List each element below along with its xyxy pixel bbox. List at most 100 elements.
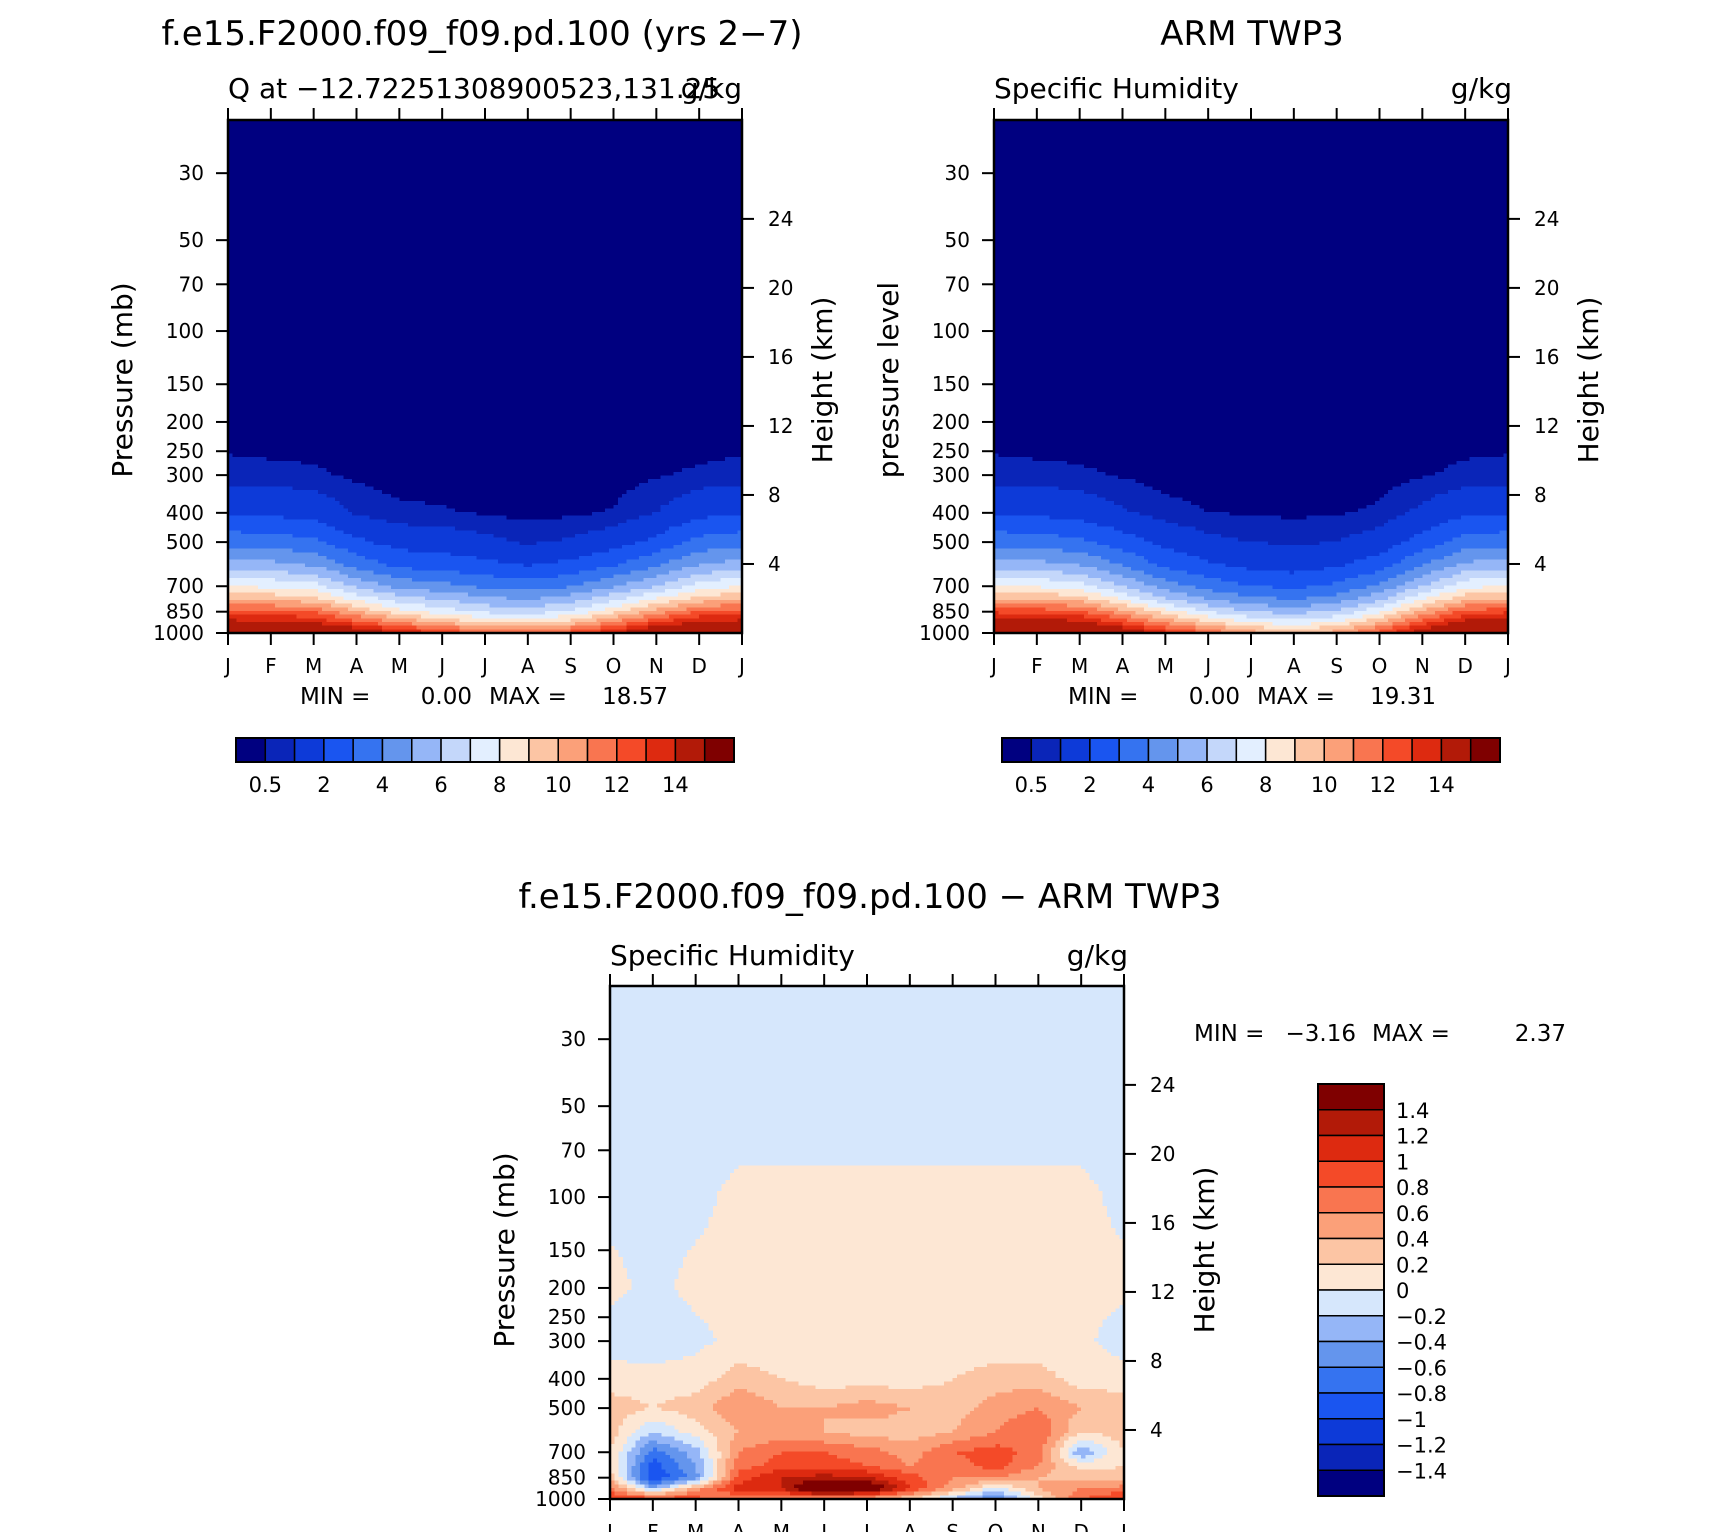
model-contour-cell [691,138,696,142]
model-contour-cell [579,135,584,139]
model-contour-cell [639,131,644,135]
model-contour-cell [549,124,554,128]
model-contour-cell [489,135,494,139]
model-contour-cell [584,138,589,142]
model-contour-cell [279,135,284,139]
model-contour-cell [618,127,623,131]
model-contour-cell [622,138,627,142]
model-contour-cell [472,131,477,135]
model-contour-cell [648,127,653,131]
model-contour-cell [434,138,439,142]
model-contour-cell [511,127,516,131]
model-contour-cell [395,135,400,139]
model-contour-cell [365,135,370,139]
model-contour-cell [446,127,451,131]
model-contour-cell [476,135,481,139]
model-contour-cell [464,135,469,139]
model-contour-cell [451,124,456,128]
model-contour-cell [592,124,597,128]
model-contour-cell [314,127,319,131]
model-contour-cell [241,124,246,128]
model-contour-cell [416,138,421,142]
model-contour-cell [695,127,700,131]
model-contour-cell [305,124,310,128]
model-contour-cell [524,131,529,135]
model-contour-cell [498,127,503,131]
model-panel: f.e15.F2000.f09_f09.pd.100 (yrs 2−7) Q a… [106,14,839,797]
model-contour-cell [721,138,726,142]
model-contour-cell [241,131,246,135]
model-contour-cell [584,135,589,139]
model-contour-cell [558,138,563,142]
model-contour-cell [339,138,344,142]
model-contour-cell [378,138,383,142]
model-contour-cell [352,135,357,139]
model-contour-cell [232,127,237,131]
model-contour-cell [374,138,379,142]
model-contour-cell [459,138,464,142]
model-contour-cell [712,135,717,139]
model-contour-cell [438,135,443,139]
model-contour-cell [404,124,409,128]
model-contour-cell [322,131,327,135]
model-contour-cell [412,127,417,131]
model-contour-cell [733,127,738,131]
model-contour-cell [344,124,349,128]
model-contour-cell [652,127,657,131]
model-contour-cell [331,138,336,142]
model-contour-cell [237,135,242,139]
model-contour-cell [643,127,648,131]
model-contour-cell [691,124,696,128]
model-contour-cell [541,124,546,128]
model-contour-cell [249,135,254,139]
model-contour-cell [708,135,713,139]
model-contour-cell [382,131,387,135]
model-contour-cell [528,138,533,142]
model-contour-cell [279,131,284,135]
model-contour-cell [682,131,687,135]
model-contour-cell [605,131,610,135]
model-contour-cell [626,135,631,139]
model-contour-cell [502,138,507,142]
model-contour-cell [652,138,657,142]
model-contour-cell [344,135,349,139]
model-contour-cell [271,131,276,135]
model-contour-cell [695,131,700,135]
model-contour-cell [669,124,674,128]
model-contour-cell [262,131,267,135]
model-contour-cell [622,124,627,128]
model-contour-cell [695,135,700,139]
model-contour-cell [395,127,400,131]
model-contour-cell [254,131,259,135]
model-contour-cell [391,127,396,131]
model-contour-cell [361,127,366,131]
model-contour-cell [678,131,683,135]
model-contour-cell [498,138,503,142]
model-contour-cell [476,131,481,135]
model-contour-cell [528,131,533,135]
model-contour-cell [455,135,460,139]
model-contour-cell [327,127,332,131]
model-contour-cell [639,135,644,139]
model-contour-cell [386,138,391,142]
model-contour-cell [254,127,259,131]
model-contour-cell [528,135,533,139]
model-contour-cell [455,131,460,135]
model-contour-cell [322,124,327,128]
model-contour-cell [712,124,717,128]
model-contour-cell [361,138,366,142]
model-contour-cell [288,124,293,128]
model-contour-cell [656,138,661,142]
model-contour-cell [614,124,619,128]
model-contour-cell [703,135,708,139]
model-contour-cell [558,127,563,131]
model-contour-cell [395,138,400,142]
model-contour-cell [262,127,267,131]
model-contour-cell [254,138,259,142]
model-contour-cell [459,124,464,128]
model-contour-cell [468,124,473,128]
model-contour-cell [506,131,511,135]
model-contour-cell [348,131,353,135]
model-contour-cell [699,131,704,135]
model-contour-cell [532,131,537,135]
